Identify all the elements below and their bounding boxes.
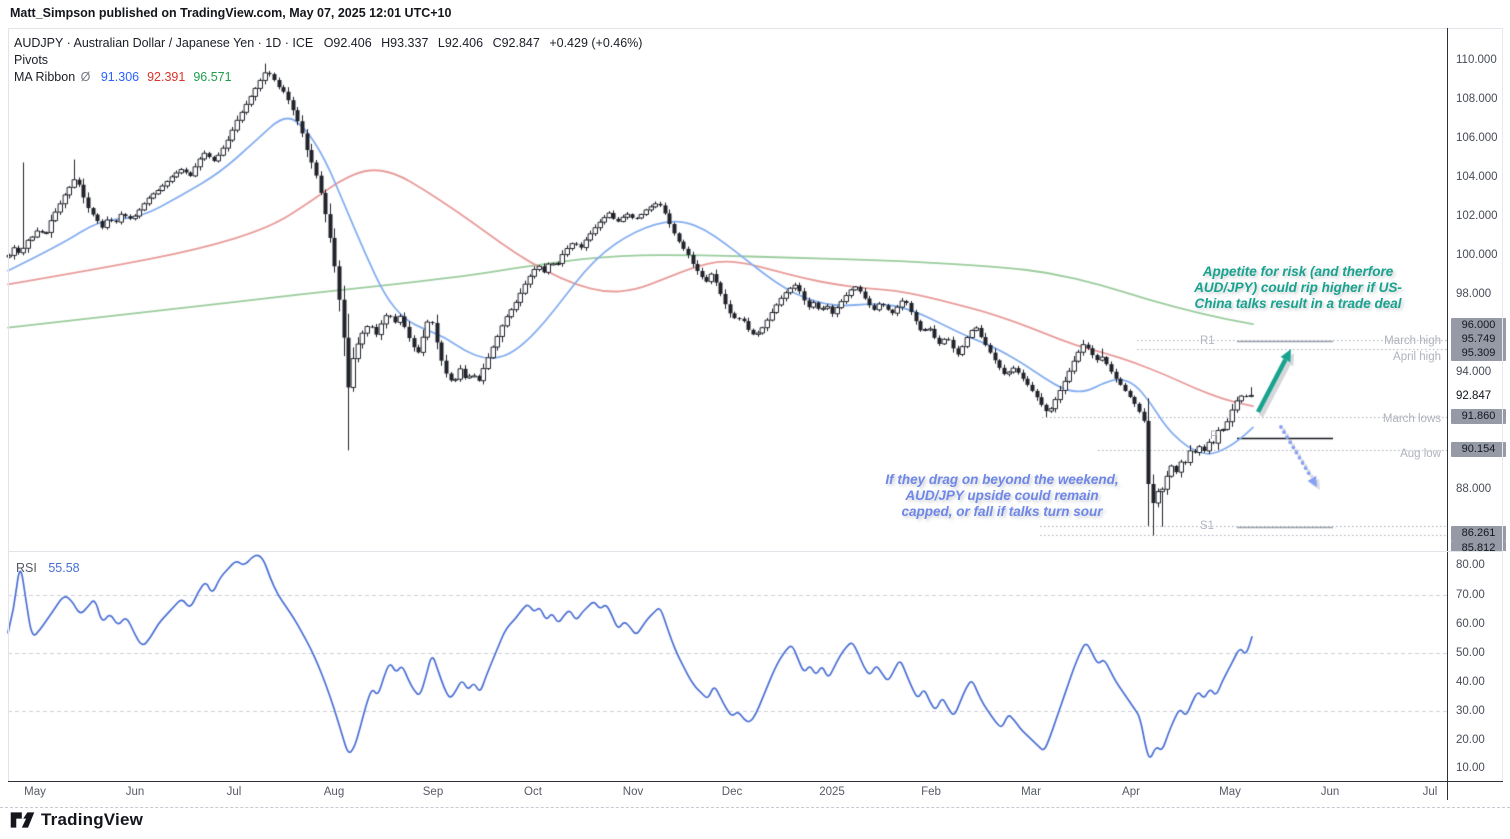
- price-tick-label: 102.000: [1456, 210, 1498, 222]
- time-axis-label: Jul: [226, 786, 242, 798]
- time-scale-axis-line: [8, 781, 1503, 782]
- low-value: L92.406: [437, 36, 484, 50]
- bearish-annotation: If they drag on beyond the weekend, AUD/J…: [872, 472, 1132, 520]
- time-axis-label: Feb: [921, 786, 941, 798]
- rsi-axis[interactable]: 80.00 70.00 60.00 50.00 40.00 30.00 20.00 10.00: [1448, 551, 1510, 781]
- price-axis[interactable]: 110.000 108.000 106.000 104.000 102.000 100.0…: [1448, 28, 1510, 551]
- pane-separator[interactable]: [8, 551, 1503, 552]
- price-tick-label: 98.000: [1456, 288, 1492, 300]
- close-value: C92.847: [492, 36, 540, 50]
- time-axis-label: Jul: [1422, 786, 1438, 798]
- rsi-tick-label: 40.00: [1456, 676, 1485, 688]
- tradingview-logo-icon: [10, 812, 35, 828]
- level-label: March lows: [1382, 413, 1441, 425]
- price-tick-label: 110.000: [1456, 54, 1497, 66]
- price-tick-label: 106.000: [1456, 132, 1498, 144]
- price-level-badge: 96.000: [1451, 318, 1506, 333]
- bullish-annotation: Appetite for risk (and therfore AUD/JPY) …: [1183, 264, 1413, 312]
- time-axis-label: Mar: [1021, 786, 1041, 798]
- change-value: +0.429 (+0.46%): [549, 36, 643, 50]
- price-level-badge: 95.309: [1451, 346, 1506, 361]
- annotation-line: Appetite for risk (and therfore: [1202, 264, 1394, 279]
- open-value: O92.406: [323, 36, 372, 50]
- tradingview-brand-text: TradingView: [41, 810, 144, 829]
- annotation-line: If they drag on beyond the weekend,: [885, 472, 1119, 487]
- time-axis-label: May: [24, 786, 46, 798]
- level-label: April high: [1393, 351, 1441, 363]
- rsi-tick-label: 30.00: [1456, 705, 1485, 717]
- time-axis-label: Jun: [125, 786, 145, 798]
- price-chart-canvas[interactable]: [0, 28, 1447, 551]
- rsi-label: RSI: [16, 561, 37, 575]
- annotation-line: China talks result in a trade deal: [1194, 296, 1402, 311]
- price-tick-label: 94.000: [1456, 366, 1492, 378]
- price-tick-label: 88.000: [1456, 483, 1492, 495]
- price-tick-label: 100.000: [1456, 249, 1498, 261]
- rsi-tick-label: 80.00: [1456, 559, 1485, 571]
- high-value: H93.337: [381, 36, 429, 50]
- price-scale-axis-line: [1447, 28, 1448, 800]
- time-axis-label: Nov: [622, 786, 644, 798]
- ma-ribbon-value: 96.571: [193, 70, 232, 84]
- price-tick-label: 108.000: [1456, 93, 1498, 105]
- rsi-tick-label: 10.00: [1456, 762, 1485, 774]
- price-pane[interactable]: AUDJPY · Australian Dollar / Japanese Ye…: [0, 28, 1447, 551]
- annotation-line: capped, or fall if talks turn sour: [901, 504, 1103, 519]
- time-axis-label: Dec: [721, 786, 743, 798]
- price-tick-label: 104.000: [1456, 171, 1498, 183]
- rsi-legend: RSI 55.58: [16, 561, 80, 575]
- page-bottom-divider: [0, 807, 1510, 808]
- rsi-tick-label: 70.00: [1456, 589, 1485, 601]
- symbol-title: AUDJPY · Australian Dollar / Japanese Ye…: [14, 36, 314, 50]
- price-level-badge: 90.154: [1451, 442, 1506, 457]
- ma-ribbon-value: 91.306: [100, 70, 140, 84]
- chart-frame-top-border: [8, 28, 1503, 29]
- rsi-value: 55.58: [48, 561, 80, 575]
- rsi-chart-canvas[interactable]: [0, 553, 1447, 781]
- time-axis-label: Sep: [422, 786, 444, 798]
- time-axis-label: Apr: [1122, 786, 1140, 798]
- annotation-line: AUD/JPY upside could remain: [905, 488, 1099, 503]
- price-level-badge: 91.860: [1451, 409, 1506, 424]
- last-price-label: 92.847: [1456, 390, 1492, 402]
- time-axis-label: 2025: [819, 786, 845, 798]
- ma-ribbon-label: MA Ribbon: [14, 70, 76, 84]
- chart-frame-left-border: [8, 28, 9, 781]
- time-axis-label: Jun: [1320, 786, 1340, 798]
- annotation-line: AUD/JPY) could rip higher if US-: [1194, 280, 1402, 295]
- ma-ribbon-value: 92.391: [147, 70, 186, 84]
- chart-legend: AUDJPY · Australian Dollar / Japanese Ye…: [14, 35, 648, 86]
- ma-ribbon-row: MA Ribbon Ø 91.306 92.391 96.571: [14, 69, 648, 86]
- level-label: Aug low: [1400, 448, 1441, 460]
- pivot-point-label: S1: [1200, 520, 1215, 532]
- tradingview-logo[interactable]: TradingView: [10, 810, 143, 830]
- time-axis[interactable]: May Jun Jul Aug Sep Oct Nov Dec 2025 Feb Mar Apr May…: [0, 781, 1447, 807]
- ma-ribbon-symbol: Ø: [80, 70, 91, 84]
- price-level-badge: 86.261: [1451, 526, 1506, 541]
- pivots-indicator-label: Pivots: [14, 53, 49, 67]
- rsi-pane[interactable]: RSI 55.58: [0, 553, 1447, 781]
- time-axis-label: May: [1219, 786, 1241, 798]
- rsi-tick-label: 60.00: [1456, 618, 1485, 630]
- level-label: March high: [1384, 335, 1441, 347]
- chart-frame-right-border: [1502, 28, 1503, 781]
- pivot-point-label: P: [1210, 430, 1218, 442]
- pivot-point-label: R1: [1200, 335, 1215, 347]
- symbol-row: AUDJPY · Australian Dollar / Japanese Ye…: [14, 35, 648, 52]
- price-level-badge: 95.749: [1451, 332, 1506, 347]
- time-axis-label: Oct: [524, 786, 542, 798]
- published-header: Matt_Simpson published on TradingView.co…: [10, 6, 452, 20]
- time-axis-label: Aug: [323, 786, 345, 798]
- ma-ribbon-values: 91.306 92.391 96.571: [101, 70, 240, 84]
- rsi-tick-label: 20.00: [1456, 734, 1485, 746]
- price-level-badge: 85.812: [1451, 541, 1506, 551]
- rsi-tick-label: 50.00: [1456, 647, 1485, 659]
